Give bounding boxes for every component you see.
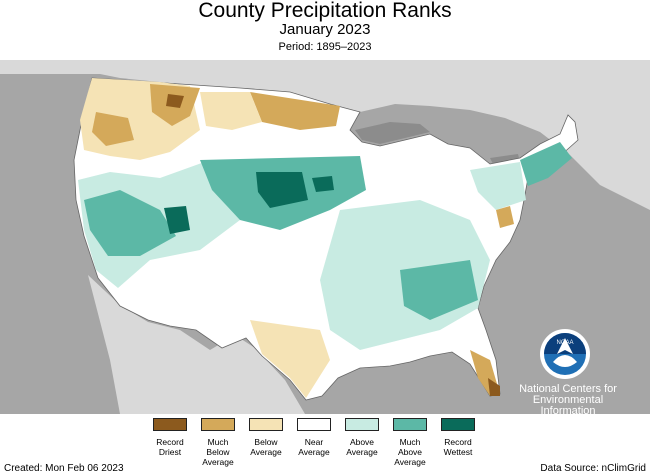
- noaa-logo-icon: NOAA: [540, 329, 590, 379]
- legend-label: Near Average: [298, 437, 330, 457]
- legend-label: Record Driest: [156, 437, 184, 457]
- legend-label: Above Average: [346, 437, 378, 457]
- dry-northwest-much-2: [92, 112, 134, 146]
- dry-midatlantic: [496, 206, 514, 228]
- legend-item: Much Above Average: [386, 418, 434, 467]
- map-subtitle: January 2023: [279, 21, 371, 38]
- precipitation-map: NOAA National Centers for Environmental …: [0, 60, 650, 414]
- legend-swatch: [201, 418, 235, 431]
- ncei-label: National Centers for Environmental Infor…: [519, 383, 617, 415]
- wet-utah-record: [164, 206, 190, 234]
- dry-texas: [250, 320, 330, 398]
- legend-item: Below Average: [242, 418, 290, 457]
- legend-label: Much Below Average: [202, 437, 234, 467]
- lake-superior: [355, 122, 430, 144]
- wet-northeast: [520, 142, 572, 186]
- wet-southeast-much: [400, 260, 478, 320]
- legend-item: Much Below Average: [194, 418, 242, 467]
- legend-swatch: [297, 418, 331, 431]
- legend-swatch: [441, 418, 475, 431]
- wet-central-record-2: [312, 176, 334, 192]
- map-legend: Record Driest Much Below Average Below Ave…: [146, 418, 486, 474]
- map-canvas: [0, 60, 650, 414]
- canada-land: [0, 60, 650, 210]
- dry-north-plains: [250, 92, 340, 130]
- wet-central-record: [256, 172, 308, 208]
- wet-northeast-light: [470, 162, 526, 210]
- map-title: County Precipitation Ranks: [198, 0, 452, 22]
- legend-label: Below Average: [250, 437, 282, 457]
- legend-label: Record Wettest: [443, 437, 473, 457]
- legend-item: Above Average: [338, 418, 386, 457]
- legend-item: Record Wettest: [434, 418, 482, 457]
- mexico-land: [88, 275, 305, 414]
- map-period: Period: 1895–2023: [278, 41, 372, 53]
- legend-swatch: [249, 418, 283, 431]
- legend-swatch: [393, 418, 427, 431]
- wet-west-much: [84, 190, 176, 256]
- legend-swatch: [153, 418, 187, 431]
- dry-record-idaho: [166, 94, 184, 108]
- legend-label: Much Above Average: [394, 437, 426, 467]
- legend-item: Near Average: [290, 418, 338, 457]
- dry-florida-record: [488, 378, 500, 396]
- data-source: Data Source: nClimGrid: [540, 463, 646, 474]
- legend-swatch: [345, 418, 379, 431]
- created-date: Created: Mon Feb 06 2023: [4, 463, 124, 474]
- legend-item: Record Driest: [146, 418, 194, 457]
- dry-idaho: [200, 92, 262, 130]
- svg-text:NOAA: NOAA: [556, 340, 573, 346]
